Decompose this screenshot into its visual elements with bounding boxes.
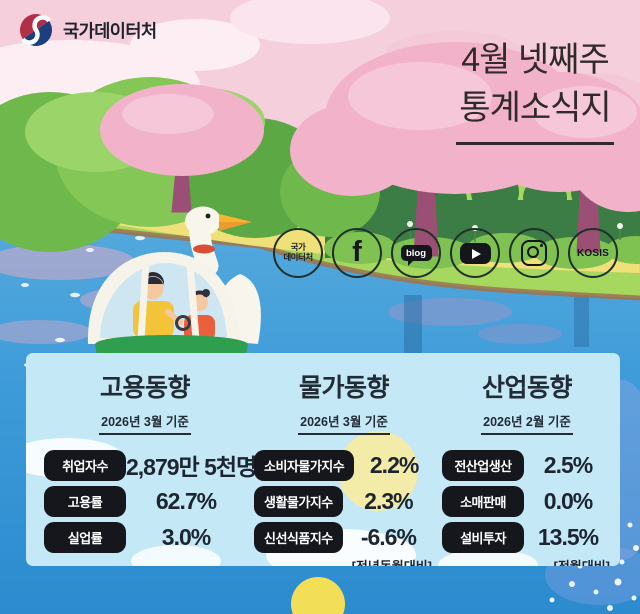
section-footnote: [40, 556, 250, 566]
stat-pill: 취업자수: [44, 449, 126, 481]
section-footnote: [전월대비]: [438, 556, 616, 566]
stat-row: 실업률 3.0%: [40, 519, 250, 555]
stat-pill: 생활물가지수: [254, 485, 343, 517]
agency-logo: 국가데이터처: [18, 12, 157, 48]
stat-pill: 전산업생산: [442, 449, 524, 481]
stat-row: 신선식품지수 -6.6%: [250, 519, 438, 555]
govdata-label-line2: 데이터처: [283, 252, 313, 262]
section-basis: 2026년 3월 기준: [298, 411, 390, 435]
stats-columns: 고용동향 2026년 3월 기준 취업자수 2,879만 5천명 고용률 62.…: [26, 353, 620, 566]
blog-icon: blog: [400, 245, 432, 266]
stat-row: 생활물가지수 2.3%: [250, 483, 438, 519]
social-item-govdata[interactable]: 국가 데이터처: [273, 228, 323, 278]
section-employment: 고용동향 2026년 3월 기준 취업자수 2,879만 5천명 고용률 62.…: [40, 368, 257, 566]
stat-pill: 실업률: [44, 521, 126, 553]
government-emblem-icon: [20, 14, 52, 46]
youtube-icon: [459, 242, 491, 264]
stat-value: 2.5%: [543, 451, 593, 478]
section-title: 산업동향: [481, 374, 573, 402]
facebook-icon: f: [352, 235, 362, 268]
stat-row: 취업자수 2,879만 5천명: [40, 447, 257, 483]
stat-row: 소매판매 0.0%: [438, 483, 616, 519]
social-item-kosis[interactable]: KOSIS: [568, 228, 618, 278]
stat-pill: 설비투자: [442, 521, 524, 553]
stat-row: 고용률 62.7%: [40, 483, 250, 519]
instagram-icon: [521, 240, 547, 266]
social-item-facebook[interactable]: f: [332, 228, 382, 278]
section-rows: 소비자물가지수 2.2% 생활물가지수 2.3% 신선식품지수 -6.6%: [250, 447, 438, 555]
section-basis: 2026년 2월 기준: [481, 411, 573, 435]
stat-value: 3.0%: [161, 523, 211, 550]
stat-row: 설비투자 13.5%: [438, 519, 616, 555]
govdata-label-line1: 국가: [290, 242, 306, 253]
blog-label: blog: [405, 247, 427, 259]
section-prices: 물가동향 2026년 3월 기준 소비자물가지수 2.2% 생활물가지수 2.3…: [250, 368, 438, 566]
stats-panel: 고용동향 2026년 3월 기준 취업자수 2,879만 5천명 고용률 62.…: [26, 353, 620, 566]
stat-pill: 소매판매: [442, 485, 524, 517]
title-line1: 4월 넷째주: [461, 41, 609, 79]
section-basis: 2026년 3월 기준: [99, 411, 191, 435]
swan-boat: [87, 206, 261, 380]
social-item-blog[interactable]: blog: [391, 228, 441, 278]
newsletter-title: 4월 넷째주 통계소식지: [432, 36, 638, 145]
stat-row: 전산업생산 2.5%: [438, 447, 616, 483]
social-item-instagram[interactable]: [509, 228, 559, 278]
stat-pill: 신선식품지수: [254, 521, 343, 553]
title-underline: [456, 141, 614, 145]
stat-pill: 소비자물가지수: [254, 449, 355, 481]
section-rows: 전산업생산 2.5% 소매판매 0.0% 설비투자 13.5%: [438, 447, 616, 555]
stat-value: 2.3%: [364, 487, 413, 514]
stat-pill: 고용률: [44, 485, 126, 517]
stat-row: 소비자물가지수 2.2%: [250, 447, 438, 483]
stat-value: 2.2%: [369, 451, 419, 478]
title-line2: 통계소식지: [459, 89, 611, 128]
agency-name: 국가데이터처: [63, 20, 157, 41]
section-title: 고용동향: [99, 374, 191, 402]
section-title: 물가동향: [298, 374, 390, 402]
section-rows: 취업자수 2,879만 5천명 고용률 62.7% 실업률 3.0%: [40, 447, 257, 555]
social-item-youtube[interactable]: [450, 228, 500, 278]
section-footnote: [전년동월대비]: [250, 556, 438, 566]
stat-value: -6.6%: [360, 523, 417, 550]
stat-value: 0.0%: [543, 487, 593, 514]
social-links-row: 국가 데이터처 f blog KOSIS: [273, 228, 618, 278]
section-industry: 산업동향 2026년 2월 기준 전산업생산 2.5% 소매판매 0.0% 설비…: [438, 368, 616, 566]
stat-value: 13.5%: [537, 523, 599, 550]
stat-value: 62.7%: [155, 487, 217, 514]
stat-value: 2,879만 5천명: [126, 454, 257, 480]
kosis-label: KOSIS: [576, 247, 610, 259]
